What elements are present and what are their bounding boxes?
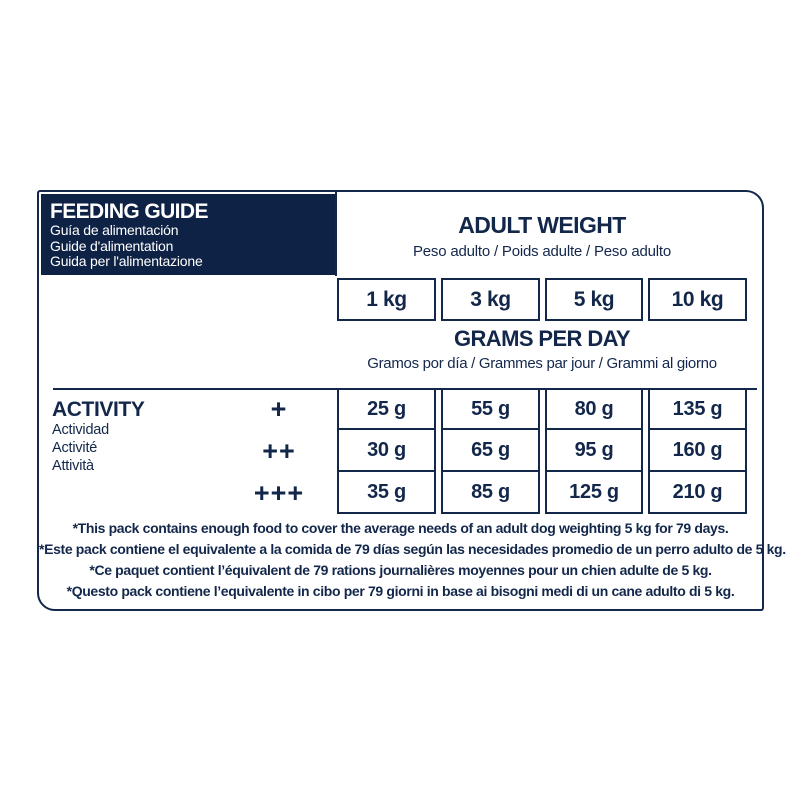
feeding-guide-title: FEEDING GUIDE <box>50 200 208 223</box>
activity-level-medium: ++ <box>262 435 296 466</box>
adult-weight-header: ADULT WEIGHT Peso adulto / Poids adulte … <box>337 212 747 260</box>
feeding-guide-card: FEEDING GUIDE Guía de alimentación Guide… <box>37 190 786 611</box>
adult-weight-title: ADULT WEIGHT <box>458 212 626 238</box>
feeding-guide-subtitle-fr: Guide d'alimentation <box>50 237 174 254</box>
activity-levels: + ++ +++ <box>199 388 359 514</box>
grams-cell: 30 g <box>337 428 436 472</box>
grams-cell: 210 g <box>648 470 747 514</box>
activity-header: ACTIVITY Actividad Activité Attività <box>52 398 145 475</box>
grams-cell: 25 g <box>337 388 436 430</box>
activity-title: ACTIVITY <box>52 398 145 421</box>
header-vertical-divider <box>335 192 337 276</box>
activity-subtitle-es: Actividad <box>52 422 110 438</box>
footnote-it: *Questo pack contiene l’equivalente in c… <box>66 583 735 599</box>
footnotes: *This pack contains enough food to cover… <box>39 518 786 602</box>
grams-cell: 55 g <box>441 388 540 430</box>
feeding-guide-subtitle-it: Guida per l'alimentazione <box>50 253 203 269</box>
weight-column-header: 3 kg <box>441 278 540 321</box>
grams-cell: 160 g <box>648 428 747 472</box>
weight-column-header: 1 kg <box>337 278 436 321</box>
activity-subtitle-fr: Activité <box>52 440 98 456</box>
footnote-es: *Este pack contiene el equivalente a la … <box>39 541 786 557</box>
grams-cell: 65 g <box>441 428 540 472</box>
grams-cell: 85 g <box>441 470 540 514</box>
footnote-en: *This pack contains enough food to cover… <box>72 520 729 536</box>
grams-cell: 80 g <box>545 388 643 430</box>
feeding-table: 25 g 55 g 80 g 135 g 30 g 65 g 95 g 160 … <box>337 388 747 514</box>
weight-columns-row: 1 kg 3 kg 5 kg 10 kg <box>337 278 747 321</box>
feeding-guide-header: FEEDING GUIDE Guía de alimentación Guide… <box>41 194 335 275</box>
weight-column-header: 5 kg <box>545 278 643 321</box>
activity-level-low: + <box>270 393 288 424</box>
grams-per-day-title: GRAMS PER DAY <box>454 326 631 351</box>
grams-cell: 135 g <box>648 388 747 430</box>
grams-cell: 125 g <box>545 470 643 514</box>
feeding-guide-subtitle-es: Guía de alimentación <box>50 222 179 238</box>
grams-per-day-header: GRAMS PER DAY Gramos por día / Grammes p… <box>337 326 747 372</box>
footnote-fr: *Ce paquet contient l’équivalent de 79 r… <box>89 562 712 578</box>
adult-weight-subtitle: Peso adulto / Poids adulte / Peso adulto <box>412 243 672 260</box>
grams-cell: 35 g <box>337 470 436 514</box>
weight-column-header: 10 kg <box>648 278 747 321</box>
activity-level-high: +++ <box>253 477 305 508</box>
grams-cell: 95 g <box>545 428 643 472</box>
activity-subtitle-it: Attività <box>52 458 94 474</box>
grams-per-day-subtitle: Gramos por día / Grammes par jour / Gram… <box>367 355 717 372</box>
